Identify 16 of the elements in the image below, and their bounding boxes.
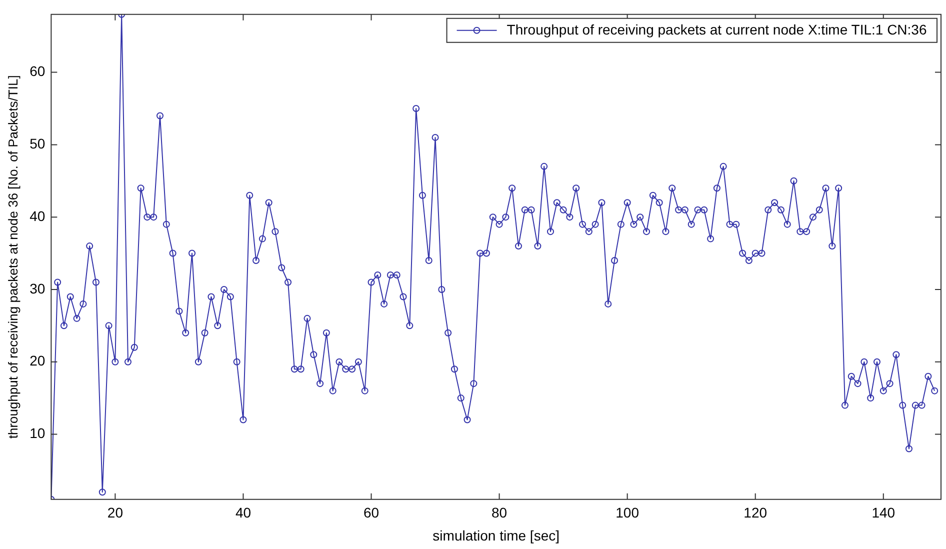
y-tick-label: 40 (30, 208, 46, 224)
y-axis-title: throughput of receiving packets at node 36 [No. of Packets/TIL] (5, 75, 20, 439)
y-tick-label: 50 (30, 136, 46, 152)
x-tick-label: 40 (235, 504, 252, 521)
x-tick-label: 60 (363, 504, 380, 521)
x-tick-label: 20 (107, 504, 124, 521)
y-tick-label: 20 (30, 352, 46, 369)
x-tick-label: 80 (492, 504, 508, 521)
x-tick-label: 140 (872, 504, 896, 521)
x-tick-label: 100 (616, 504, 640, 521)
x-tick-label: 120 (744, 504, 768, 521)
y-tick-label: 60 (30, 63, 46, 80)
x-axis-title: simulation time [sec] (432, 527, 560, 544)
y-tick-label: 10 (30, 425, 46, 442)
y-tick-label: 30 (30, 280, 46, 296)
legend-label: Throughput of receiving packets at current node X:time TIL:1 CN:36 (506, 21, 927, 38)
